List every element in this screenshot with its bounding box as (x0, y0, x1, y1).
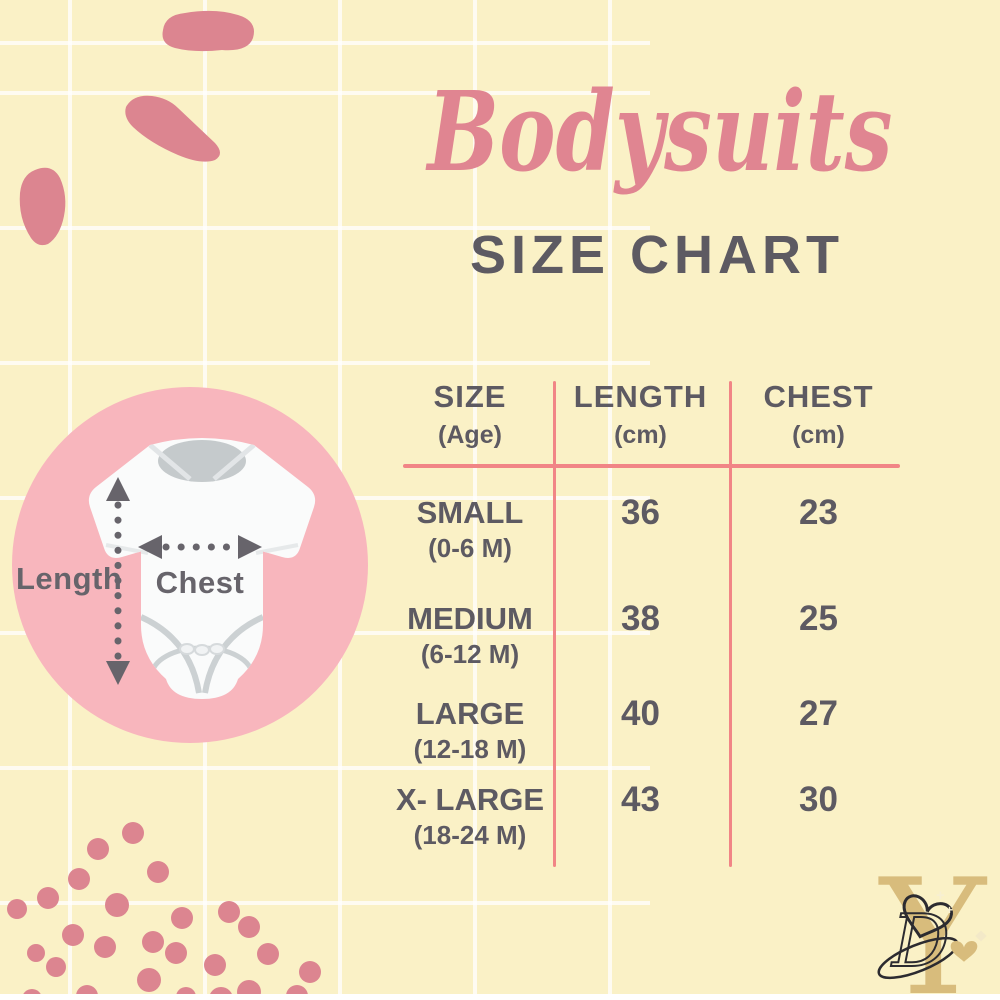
length-value: 43 (621, 780, 660, 819)
page-subtitle: SIZE CHART (470, 225, 844, 285)
table-divider-vertical (729, 381, 732, 867)
brand-logo: Y + + D (877, 850, 988, 998)
age-range: (6-12 M) (420, 639, 520, 669)
table-row: X- LARGE (18-24 M) 43 30 (392, 781, 904, 852)
table-header-underline (403, 464, 900, 468)
column-sublabel: (Age) (438, 421, 502, 449)
column-label: CHEST (763, 379, 874, 414)
size-cell: SMALL (0-6 M) (392, 494, 548, 565)
column-sublabel: (cm) (614, 421, 667, 449)
title-area: Bodysuits (425, 67, 892, 196)
shoulder-flap-line (212, 443, 256, 481)
sleeve-hem-line (255, 543, 299, 555)
table-divider-vertical (553, 381, 556, 867)
size-cell: X- LARGE (18-24 M) (392, 781, 548, 852)
decorative-blobs (19, 10, 254, 246)
logo-letter-y: Y (878, 850, 988, 998)
blob-shape (125, 95, 220, 162)
chest-value: 23 (799, 493, 838, 532)
size-name: X- LARGE (395, 782, 545, 817)
decorative-dots (7, 822, 321, 1000)
chest-value: 25 (799, 599, 838, 638)
sleeve-hem-line (105, 543, 149, 555)
column-sublabel: (cm) (792, 421, 845, 449)
age-range: (0-6 M) (428, 533, 512, 563)
chest-value: 30 (799, 780, 838, 819)
blob-shape (162, 10, 254, 52)
bodysuit-illustration (88, 438, 316, 699)
column-header-chest: CHEST (cm) (733, 378, 904, 454)
shoulder-flap-line (148, 443, 192, 481)
age-range: (12-18 M) (413, 734, 527, 764)
size-cell: LARGE (12-18 M) (392, 695, 548, 766)
size-name: LARGE (415, 696, 525, 731)
logo-letter-d: D (890, 899, 950, 983)
table-row: MEDIUM (6-12 M) 38 25 (392, 600, 904, 671)
size-name: MEDIUM (407, 601, 533, 636)
snap-button (209, 643, 225, 655)
table-row: LARGE (12-18 M) 40 27 (392, 695, 904, 766)
column-header-length: LENGTH (cm) (548, 378, 733, 454)
snap-button (179, 643, 195, 655)
table-row: SMALL (0-6 M) 36 23 (392, 494, 904, 565)
page-title: Bodysuits (425, 67, 892, 196)
sparkle-icon: + (946, 903, 953, 917)
sparkle-icon: + (936, 887, 945, 904)
blob-shape (19, 167, 66, 246)
length-label: Length (16, 561, 123, 596)
age-range: (18-24 M) (413, 820, 527, 850)
small-heart-icon (950, 940, 978, 962)
size-cell: MEDIUM (6-12 M) (392, 600, 548, 671)
chest-arrow (138, 535, 262, 559)
length-arrow (106, 477, 130, 685)
size-name: SMALL (416, 495, 524, 530)
length-value: 38 (621, 599, 660, 638)
table-header: SIZE (Age) LENGTH (cm) CHEST (cm) (392, 378, 904, 454)
chest-label: Chest (155, 565, 245, 600)
column-label: LENGTH (573, 379, 708, 414)
bodysuit-diagram (12, 387, 368, 743)
column-label: SIZE (433, 379, 507, 414)
heart-outline-icon (902, 894, 953, 939)
length-value: 36 (621, 493, 660, 532)
bottom-white-strip (0, 994, 1000, 1000)
snap-button (194, 644, 210, 656)
length-value: 40 (621, 694, 660, 733)
column-header-size: SIZE (Age) (392, 378, 548, 454)
chest-value: 27 (799, 694, 838, 733)
